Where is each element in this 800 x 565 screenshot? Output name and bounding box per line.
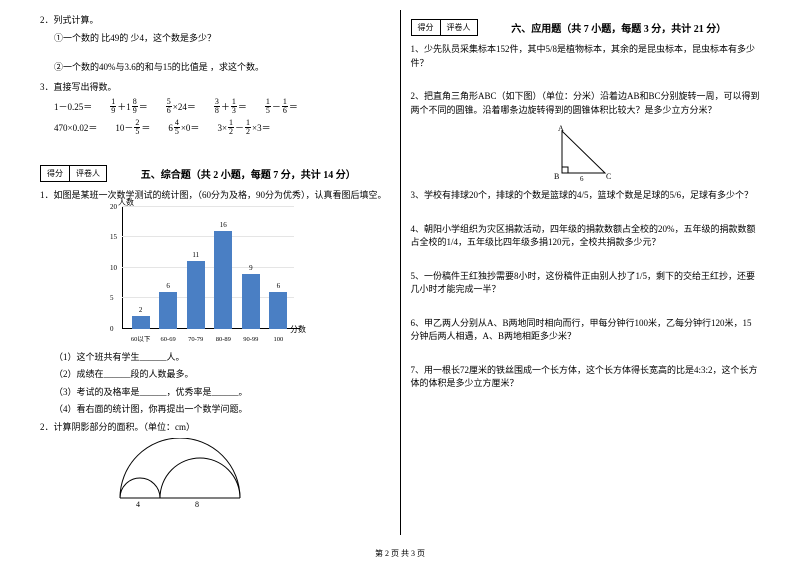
rq7: 7、用一根长72厘米的铁丝围成一个长方体，这个长方体得长宽高的比是4:3:2，这… [411, 364, 761, 391]
chart-bar: 11 [187, 261, 205, 328]
chart-bar: 2 [132, 316, 150, 328]
score-label-r: 得分 [412, 20, 441, 35]
triangle-figure: A B C 6 [550, 123, 620, 183]
left-column: 2．列式计算。 ①一个数的 比49的 少4，这个数是多少？ ②一个数的40%与3… [30, 10, 401, 535]
q3-row2: 470×0.02＝ 10－ 25 ＝ 6 45 ×0＝ 3× 12 － 12 ×… [54, 119, 390, 136]
eq-1-4: 38 ＋ 13 ＝ [214, 98, 247, 115]
rq3: 3、学校有排球20个，排球的个数是篮球的4/5，篮球个数是足球的5/6，足球有多… [411, 189, 761, 203]
chart-xlabel: 分数 [290, 324, 306, 335]
chart-bar-value: 11 [187, 251, 205, 259]
chart-category: 60-69 [155, 336, 181, 343]
score-box: 得分 评卷人 [40, 165, 107, 182]
chart-bar-value: 16 [214, 221, 232, 229]
eq-2-1: 470×0.02＝ [54, 121, 97, 134]
chart-bar-value: 6 [159, 282, 177, 290]
bar-chart: 人数 分数 05101520260以下660-691170-791680-899… [100, 207, 300, 347]
score-label: 得分 [41, 166, 70, 181]
chart-category: 70-79 [183, 336, 209, 343]
tri-bc: 6 [580, 175, 584, 183]
eq-1-3: 56 ×24＝ [166, 98, 196, 115]
eq-2-3: 6 45 ×0＝ [168, 119, 199, 136]
chart-category: 60以下 [128, 333, 154, 343]
chart-bar: 6 [159, 292, 177, 329]
q2-title: 2．列式计算。 [40, 14, 390, 28]
chart-bar-value: 2 [132, 306, 150, 314]
eq-1-2: 19 ＋1 89 ＝ [110, 98, 148, 115]
arc-label-4: 4 [136, 500, 140, 508]
reviewer-label: 评卷人 [70, 166, 106, 181]
chart-tick: 5 [110, 294, 114, 302]
reviewer-label-r: 评卷人 [441, 20, 477, 35]
chart-tick: 20 [110, 203, 117, 211]
chart-tick: 0 [110, 325, 114, 333]
chart-y-axis [122, 207, 123, 329]
rq2: 2、把直角三角形ABC（如下图）（单位：分米）沿着边AB和BC分别旋转一周，可以… [411, 90, 761, 117]
section5-header: 得分 评卷人 五、综合题（共 2 小题，每题 7 分，共计 14 分） [40, 162, 390, 185]
tri-A: A [558, 124, 564, 133]
rq6: 6、甲乙两人分别从A、B两地同时相向而行，甲每分钟行100米，乙每分钟行120米… [411, 317, 761, 344]
sub1: （1）这个班共有学生______人。 [40, 351, 390, 365]
page-container: 2．列式计算。 ①一个数的 比49的 少4，这个数是多少？ ②一个数的40%与3… [0, 0, 800, 535]
arc-label-8: 8 [195, 500, 199, 508]
sub3: （3）考试的及格率是______，优秀率是______。 [40, 386, 390, 400]
rq1: 1、少先队员采集标本152件，其中5/8是植物标本，其余的是昆虫标本，昆虫标本有… [411, 43, 761, 70]
arc-figure: 4 8 [110, 438, 250, 508]
p2-text: 2．计算阴影部分的面积。（单位：cm） [40, 421, 390, 435]
p1-text: 1．如图是某班一次数学测试的统计图，（60分为及格，90分为优秀），认真看图后填… [40, 189, 390, 203]
rq4: 4、朝阳小学组织为灾区捐款活动，四年级的捐款数额占全校的20%，五年级的捐款数额… [411, 223, 761, 250]
q2-b: ②一个数的40%与3.6的和与15的比值是 ，求这个数。 [40, 61, 390, 75]
chart-category: 80-89 [210, 336, 236, 343]
score-box-r: 得分 评卷人 [411, 19, 478, 36]
right-column: 得分 评卷人 六、应用题（共 7 小题，每题 3 分，共计 21 分） 1、少先… [401, 10, 771, 535]
section6-title: 六、应用题（共 7 小题，每题 3 分，共计 21 分） [478, 20, 761, 35]
chart-category: 90-99 [238, 336, 264, 343]
chart-bar: 16 [214, 231, 232, 329]
eq-1-5: 15 － 16 ＝ [265, 98, 298, 115]
triangle-svg: A B C 6 [550, 123, 620, 183]
eq-2-2: 10－ 25 ＝ [115, 119, 150, 136]
chart-category: 100 [265, 336, 291, 343]
q3-row1: 1－0.25＝ 19 ＋1 89 ＝ 56 ×24＝ 38 ＋ 13 ＝ 15 … [54, 98, 390, 115]
chart-bar: 9 [242, 274, 260, 329]
q3-title: 3．直接写出得数。 [40, 81, 390, 95]
section5-title: 五、综合题（共 2 小题，每题 7 分，共计 14 分） [107, 166, 390, 181]
arc-svg: 4 8 [110, 438, 250, 508]
rq5: 5、一份稿件王红独抄需要8小时，这份稿件正由别人抄了1/5，剩下的交给王红抄，还… [411, 270, 761, 297]
chart-bar-value: 6 [269, 282, 287, 290]
eq-2-4: 3× 12 － 12 ×3＝ [217, 119, 270, 136]
tri-C: C [606, 172, 611, 181]
section6-header: 得分 评卷人 六、应用题（共 7 小题，每题 3 分，共计 21 分） [411, 16, 761, 39]
eq-1-1: 1－0.25＝ [54, 100, 92, 113]
sub2: （2）成绩在______段的人数最多。 [40, 368, 390, 382]
q2-a: ①一个数的 比49的 少4，这个数是多少？ [40, 32, 390, 46]
chart-bar-value: 9 [242, 264, 260, 272]
page-footer: 第 2 页 共 3 页 [0, 548, 800, 559]
chart-bar: 6 [269, 292, 287, 329]
sub4: （4）看右面的统计图，你再提出一个数学问题。 [40, 403, 390, 417]
chart-tick: 10 [110, 264, 117, 272]
tri-B: B [554, 172, 559, 181]
chart-tick: 15 [110, 233, 117, 241]
